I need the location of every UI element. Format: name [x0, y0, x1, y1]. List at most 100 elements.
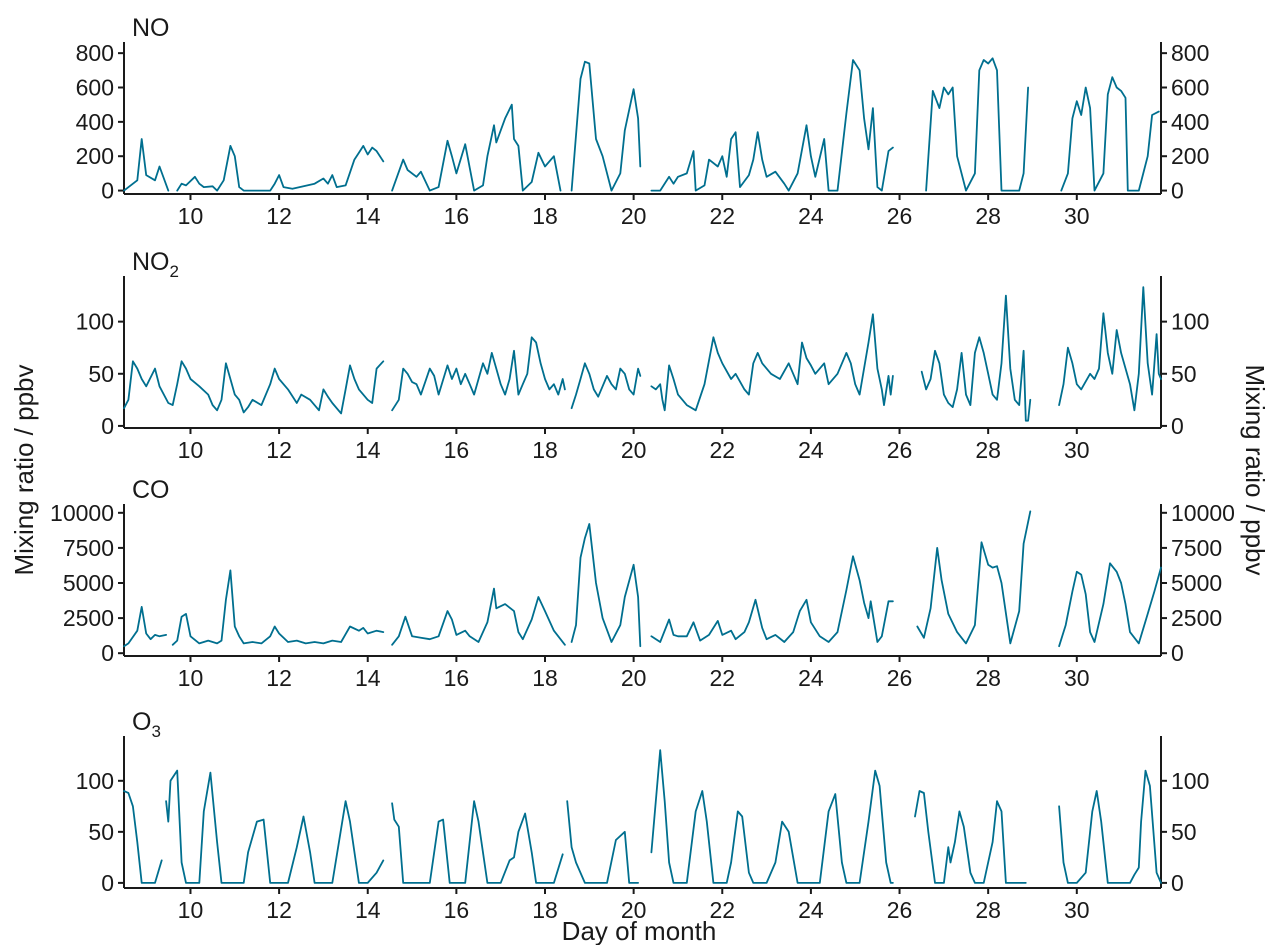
x-tick-label: 16 [444, 437, 470, 463]
y-tick-label-right: 200 [1171, 143, 1209, 169]
x-tick-label: 26 [887, 897, 913, 923]
x-tick-label: 30 [1064, 437, 1090, 463]
panel-title: NO2 [132, 248, 179, 281]
x-tick-label: 20 [621, 665, 647, 691]
x-tick-label: 26 [887, 437, 913, 463]
y-tick-label-right: 800 [1171, 40, 1209, 66]
series-line-segment [916, 510, 1032, 645]
y-tick-label-left: 800 [76, 40, 114, 66]
y-tick-label-right: 2500 [1171, 605, 1222, 631]
x-tick-label: 22 [709, 203, 735, 229]
x-tick-label: 26 [887, 665, 913, 691]
x-tick-label: 16 [444, 203, 470, 229]
y-tick-label-right: 400 [1171, 109, 1209, 135]
series-line-segment [176, 144, 385, 192]
x-tick-label: 30 [1064, 203, 1090, 229]
y-tick-label-left: 400 [76, 109, 114, 135]
x-tick-label: 12 [266, 203, 292, 229]
series-line-segment [925, 57, 1029, 192]
y-tick-label-right: 100 [1171, 768, 1209, 794]
x-tick-label: 10 [178, 665, 204, 691]
x-tick-label: 16 [444, 897, 470, 923]
y-tick-label-left: 50 [88, 361, 114, 387]
series-line-segment [650, 313, 894, 412]
x-tick-label: 14 [355, 203, 381, 229]
series-line-segment [123, 138, 170, 192]
series-line-segment [165, 769, 385, 884]
x-tick-label: 24 [798, 897, 824, 923]
x-tick-label: 16 [444, 665, 470, 691]
series-line-segment [123, 606, 168, 648]
series-line-segment [1058, 562, 1162, 648]
y-tick-label-left: 200 [76, 143, 114, 169]
panel-title-main: NO [132, 14, 170, 42]
y-tick-label-right: 7500 [1171, 535, 1222, 561]
x-tick-label: 18 [532, 437, 558, 463]
x-tick-label: 22 [709, 665, 735, 691]
x-tick-label: 30 [1064, 897, 1090, 923]
x-tick-label: 12 [266, 897, 292, 923]
panel-co: CO 0 0 2500 2500 5000 5000 7500 7500 10000 10000 10… [50, 476, 1235, 691]
x-tick-label: 12 [266, 665, 292, 691]
series-line-segment [391, 336, 566, 412]
y-tick-label-left: 2500 [63, 605, 114, 631]
y-tick-label-right: 50 [1171, 361, 1197, 387]
x-tick-label: 18 [532, 203, 558, 229]
x-tick-label: 10 [178, 437, 204, 463]
x-tick-label: 14 [355, 665, 381, 691]
x-tick-label: 28 [975, 203, 1001, 229]
series-line-segment [391, 587, 566, 646]
y-tick-label-left: 100 [76, 768, 114, 794]
y-tick-label-left: 0 [101, 413, 114, 439]
y-tick-label-left: 5000 [63, 570, 114, 596]
x-axis-title: Day of month [562, 916, 717, 945]
x-tick-label: 28 [975, 665, 1001, 691]
x-tick-label: 14 [355, 897, 381, 923]
x-tick-label: 28 [975, 437, 1001, 463]
series-line-segment [650, 59, 894, 192]
series-line-segment [1058, 286, 1162, 412]
series-line-segment [650, 749, 894, 884]
series-line-segment [123, 360, 385, 415]
panel-title-subscript: 3 [151, 722, 160, 741]
x-tick-label: 10 [178, 203, 204, 229]
y-tick-label-left: 10000 [50, 500, 114, 526]
y-tick-label-left: 0 [101, 640, 114, 666]
x-tick-label: 24 [798, 437, 824, 463]
x-tick-label: 20 [621, 203, 647, 229]
panel-title: CO [132, 476, 170, 504]
y-tick-label-right: 0 [1171, 178, 1184, 204]
x-tick-label: 18 [532, 665, 558, 691]
panel-title-main: O [132, 708, 151, 736]
x-tick-label: 26 [887, 203, 913, 229]
series-line-segment [914, 790, 1027, 884]
y-tick-label-right: 50 [1171, 819, 1197, 845]
x-tick-label: 20 [621, 897, 647, 923]
series-line-segment [570, 60, 642, 192]
panel-no: NO 0 0 200 200 400 400 600 600 800 800 10 12 14 16 18 20… [76, 14, 1210, 229]
y-tick-label-left: 7500 [63, 535, 114, 561]
x-tick-label: 22 [709, 897, 735, 923]
x-tick-label: 28 [975, 897, 1001, 923]
x-tick-label: 20 [621, 437, 647, 463]
x-tick-label: 10 [178, 897, 204, 923]
x-tick-label: 18 [532, 897, 558, 923]
y-tick-label-right: 10000 [1171, 500, 1235, 526]
x-tick-label: 30 [1064, 665, 1090, 691]
x-tick-label: 14 [355, 437, 381, 463]
series-line-segment [920, 294, 1032, 422]
series-line-segment [391, 103, 562, 192]
series-line-segment [566, 800, 639, 884]
y-axis-title-left: Mixing ratio / ppbv [9, 365, 39, 576]
y-tick-label-right: 0 [1171, 640, 1184, 666]
panel-title-main: NO [132, 248, 170, 276]
series-line-segment [123, 790, 163, 884]
x-tick-label: 12 [266, 437, 292, 463]
series-line-segment [171, 569, 385, 646]
series-line-segment [1058, 769, 1162, 884]
panel-title-subscript: 2 [170, 262, 179, 281]
